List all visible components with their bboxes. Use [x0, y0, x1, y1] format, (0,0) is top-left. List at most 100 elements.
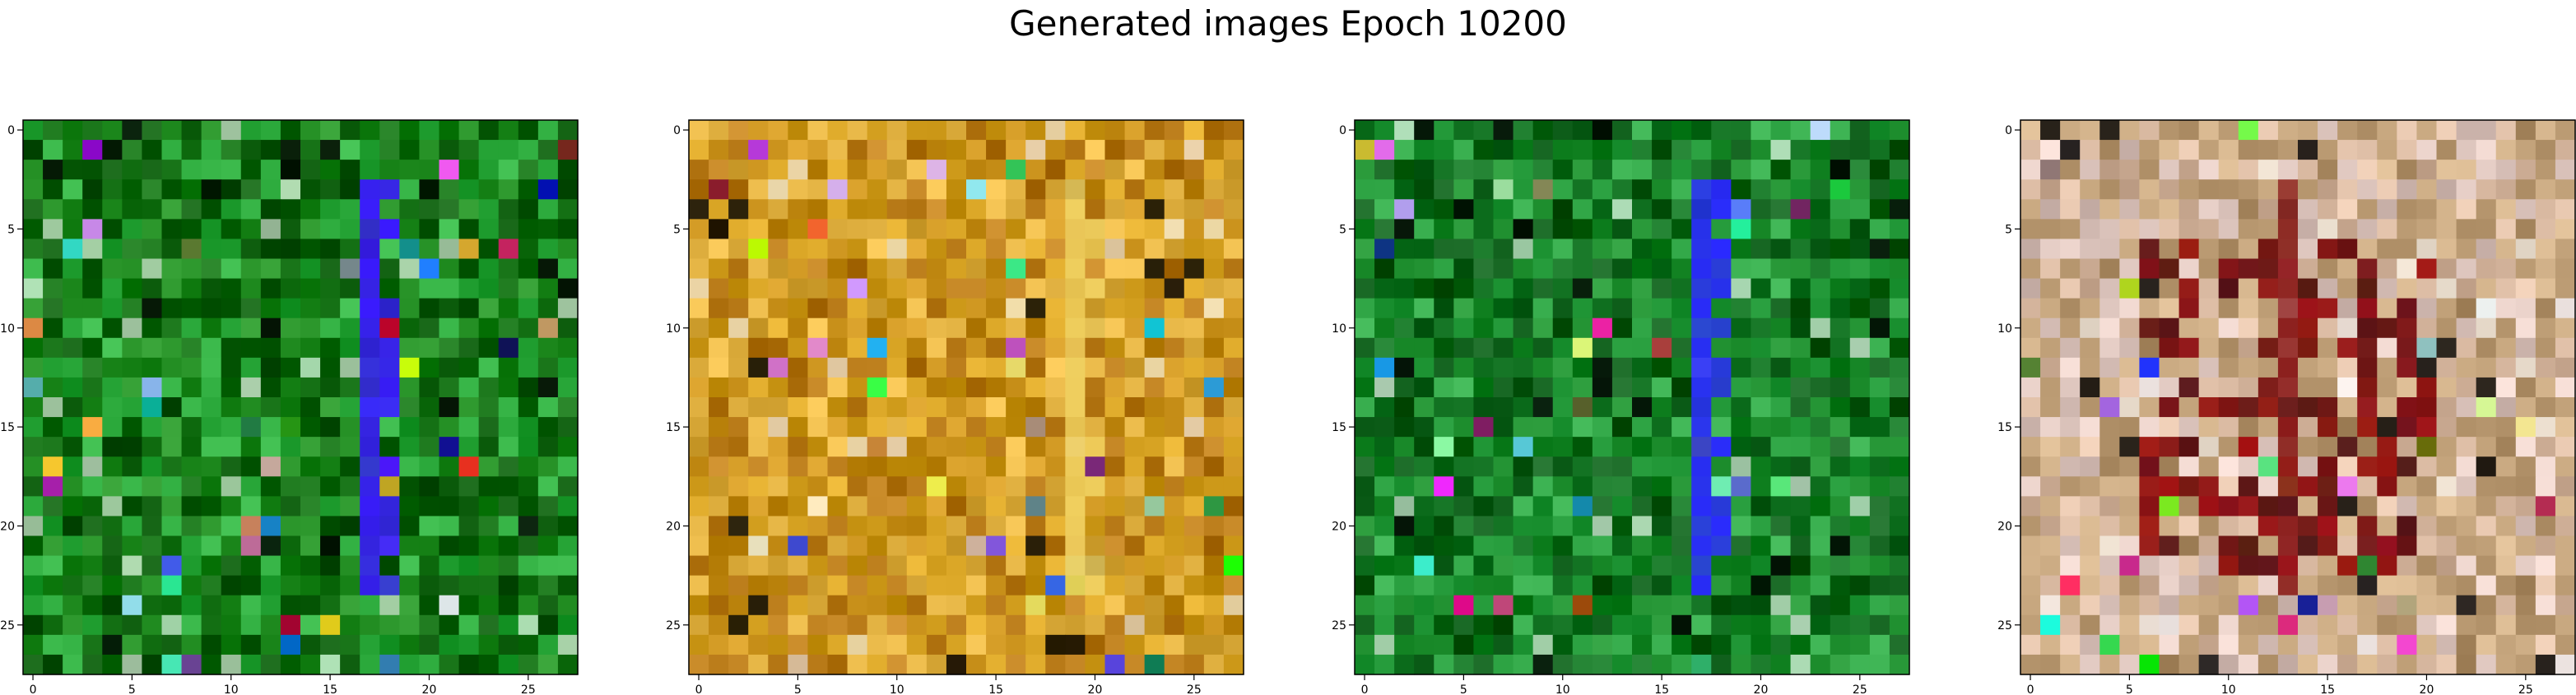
- pixel: [1203, 476, 1225, 497]
- pixel: [2337, 219, 2358, 240]
- pixel: [1790, 337, 1811, 359]
- pixel: [867, 357, 888, 378]
- pixel: [926, 437, 947, 457]
- pixel: [1434, 476, 1454, 497]
- pixel: [2515, 496, 2536, 517]
- pixel: [557, 456, 579, 477]
- pixel: [2080, 397, 2100, 418]
- pixel: [1711, 516, 1732, 537]
- pixel: [2257, 199, 2279, 220]
- pixel: [1355, 377, 1375, 398]
- pixel: [478, 634, 500, 656]
- pixel: [1065, 634, 1086, 656]
- pixel: [63, 654, 83, 675]
- pixel: [161, 337, 183, 359]
- pixel: [82, 437, 103, 457]
- pixel: [1770, 634, 1792, 656]
- pixel: [1652, 377, 1672, 398]
- pixel: [2337, 575, 2358, 596]
- pixel: [1183, 317, 1205, 339]
- pixel: [946, 199, 967, 220]
- pixel: [439, 476, 460, 497]
- pixel: [1355, 535, 1375, 557]
- pixel: [788, 654, 809, 675]
- pixel: [1869, 575, 1890, 596]
- pixel: [1085, 140, 1106, 160]
- pixel: [1572, 160, 1593, 180]
- pixel: [1672, 437, 1692, 457]
- pixel: [1124, 437, 1146, 457]
- pixel: [2218, 337, 2239, 359]
- pixel: [1711, 417, 1732, 438]
- pixel: [2178, 595, 2200, 616]
- pixel: [498, 258, 519, 280]
- pixel: [2337, 140, 2358, 160]
- pixel: [709, 437, 729, 457]
- pixel: [728, 417, 749, 438]
- pixel: [2555, 120, 2576, 141]
- pixel: [161, 654, 183, 675]
- pixel: [102, 160, 123, 180]
- pixel: [221, 476, 242, 497]
- pixel: [788, 140, 809, 160]
- pixel: [1434, 595, 1454, 616]
- pixel: [2298, 357, 2318, 378]
- pixel: [260, 120, 281, 141]
- pixel: [320, 456, 341, 477]
- pixel: [300, 595, 321, 616]
- pixel: [240, 516, 262, 537]
- pixel: [1085, 516, 1106, 537]
- pixel: [320, 258, 341, 280]
- pixel: [2080, 575, 2100, 596]
- pixel: [161, 258, 183, 280]
- pixel: [1223, 219, 1244, 240]
- pixel: [1532, 437, 1554, 457]
- pixel: [1006, 555, 1026, 577]
- pixel: [142, 654, 163, 675]
- pixel: [537, 555, 559, 577]
- pixel: [260, 357, 281, 378]
- pixel: [518, 337, 539, 359]
- pixel: [2257, 456, 2279, 477]
- pixel: [1493, 456, 1514, 477]
- pixel: [23, 337, 44, 359]
- pixel: [340, 160, 360, 180]
- pixel: [1632, 575, 1653, 596]
- pixel: [2535, 397, 2556, 418]
- pixel: [23, 555, 44, 577]
- pixel: [1045, 516, 1066, 537]
- pixel: [280, 397, 301, 418]
- pixel: [2495, 337, 2517, 359]
- pixel: [2139, 239, 2160, 260]
- pixel: [478, 575, 500, 596]
- pixel: [518, 120, 539, 141]
- pixel: [320, 476, 341, 497]
- pixel: [1691, 317, 1712, 339]
- pixel: [2357, 516, 2378, 537]
- pixel: [2198, 575, 2220, 596]
- pixel: [1691, 417, 1712, 438]
- pixel: [2495, 160, 2517, 180]
- pixel: [1652, 496, 1672, 517]
- pixel: [1045, 595, 1066, 616]
- pixel: [498, 298, 519, 319]
- pixel: [2257, 496, 2279, 517]
- pixel: [1414, 337, 1434, 359]
- pixel: [2555, 555, 2576, 577]
- pixel: [1790, 417, 1811, 438]
- pixel: [1104, 476, 1126, 497]
- pixel: [1065, 595, 1086, 616]
- pixel: [1770, 337, 1792, 359]
- pixel: [728, 634, 749, 656]
- pixel: [2178, 417, 2200, 438]
- pixel: [906, 437, 928, 457]
- pixel: [1513, 634, 1534, 656]
- pixel: [82, 120, 103, 141]
- pixel: [280, 456, 301, 477]
- pixel: [2159, 258, 2180, 280]
- pixel: [2298, 160, 2318, 180]
- pixel: [1672, 160, 1692, 180]
- pixel: [1223, 377, 1244, 398]
- pixel: [1394, 298, 1415, 319]
- pixel: [1493, 179, 1514, 200]
